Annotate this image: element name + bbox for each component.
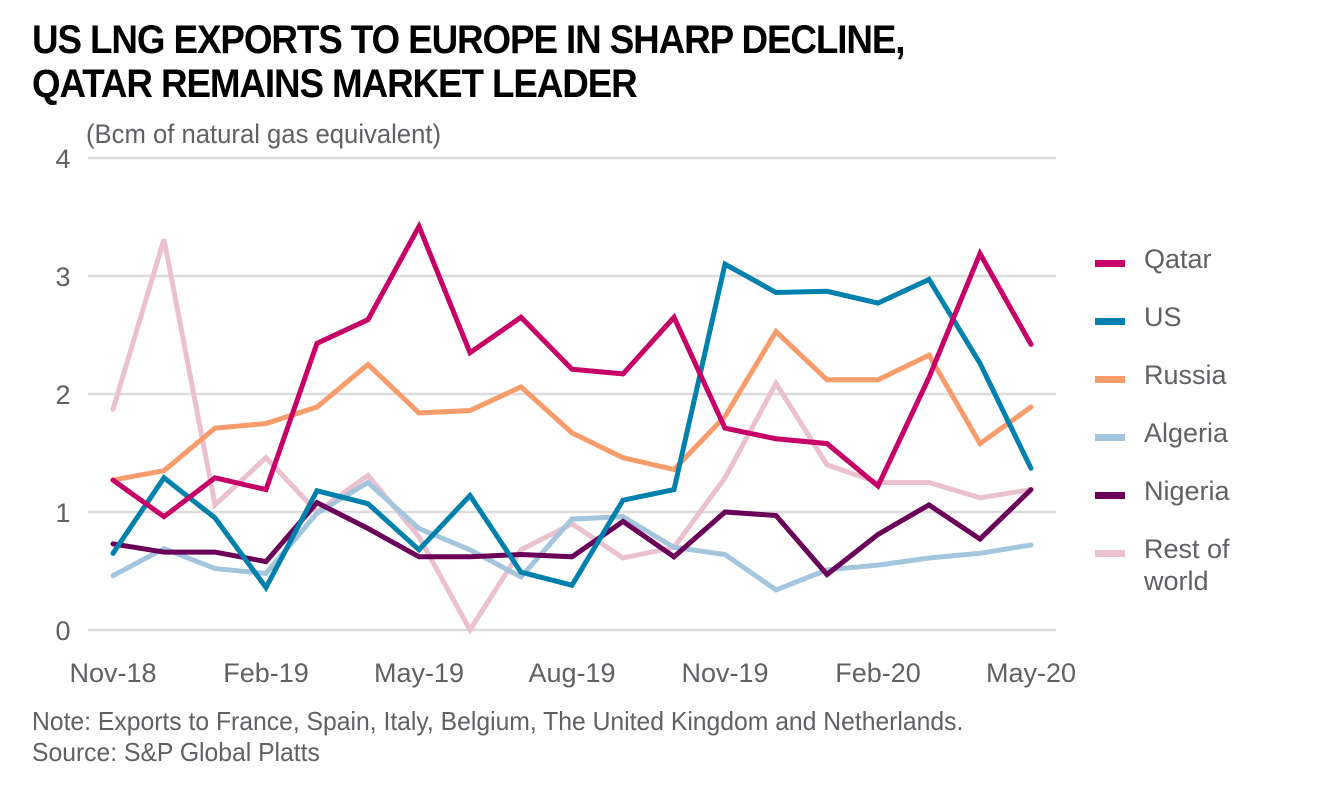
- legend-label: Algeria: [1144, 417, 1264, 449]
- x-tick-label: Nov-18: [69, 658, 156, 688]
- legend-label: US: [1144, 301, 1264, 333]
- footer-source: Source: S&P Global Platts: [32, 737, 320, 767]
- series-nigeria: [110, 487, 1034, 578]
- legend-swatch-icon: [1095, 376, 1125, 383]
- chart-title-line-1: US LNG EXPORTS TO EUROPE IN SHARP DECLIN…: [32, 18, 906, 62]
- x-tick-label: Feb-19: [223, 658, 309, 688]
- series-us: [110, 260, 1034, 593]
- series-russia: [110, 327, 1034, 483]
- x-axis-ticks: Nov-18 Feb-19 May-19 Aug-19 Nov-19 Feb-20 May-…: [69, 658, 1076, 688]
- footer-note: Note: Exports to France, Spain, Italy, B…: [32, 706, 964, 736]
- x-tick-label: Feb-20: [835, 658, 921, 688]
- x-tick-label: Aug-19: [528, 658, 615, 688]
- legend-label: Russia: [1144, 359, 1264, 391]
- legend-label-line: Algeria: [1144, 418, 1229, 448]
- line-nigeria: [110, 487, 1034, 578]
- legend-label-line: US: [1144, 302, 1182, 332]
- series-lines: [110, 220, 1034, 635]
- series-algeria: [110, 479, 1034, 593]
- legend-swatch-icon: [1095, 550, 1125, 557]
- legend-swatch-icon: [1095, 260, 1125, 267]
- legend-label-line: Russia: [1144, 360, 1227, 390]
- legend-label-line: Rest of: [1144, 534, 1230, 564]
- legend-label: Nigeria: [1144, 475, 1264, 507]
- y-axis-label: (Bcm of natural gas equivalent): [86, 119, 442, 149]
- line-us: [110, 260, 1034, 593]
- y-axis-ticks: 0 1 2 3 4: [55, 144, 70, 646]
- y-tick-label: 0: [55, 616, 70, 646]
- y-tick-label: 4: [55, 144, 70, 174]
- legend-label-line: Nigeria: [1144, 476, 1230, 506]
- x-tick-label: May-20: [986, 658, 1076, 688]
- series-qatar: [110, 220, 1034, 520]
- legend-swatch-icon: [1095, 434, 1125, 441]
- legend-label: Rest of world: [1144, 533, 1264, 597]
- chart-title-line-2: QATAR REMAINS MARKET LEADER: [32, 62, 638, 106]
- legend-swatch-icon: [1095, 318, 1125, 325]
- legend-label: Qatar: [1144, 243, 1264, 275]
- x-tick-label: Nov-19: [681, 658, 768, 688]
- x-tick-label: May-19: [374, 658, 464, 688]
- footer: Note: Exports to France, Spain, Italy, B…: [32, 706, 963, 768]
- y-tick-label: 1: [55, 498, 70, 528]
- legend-swatch-icon: [1095, 492, 1125, 499]
- chart-title: US LNG EXPORTS TO EUROPE IN SHARP DECLIN…: [32, 18, 906, 106]
- legend-label-line: Qatar: [1144, 244, 1212, 274]
- legend-label-line: world: [1144, 566, 1209, 596]
- line-algeria: [110, 479, 1034, 593]
- y-tick-label: 3: [55, 262, 70, 292]
- y-tick-label: 2: [55, 380, 70, 410]
- line-qatar: [110, 220, 1034, 520]
- gridlines: [88, 156, 1056, 632]
